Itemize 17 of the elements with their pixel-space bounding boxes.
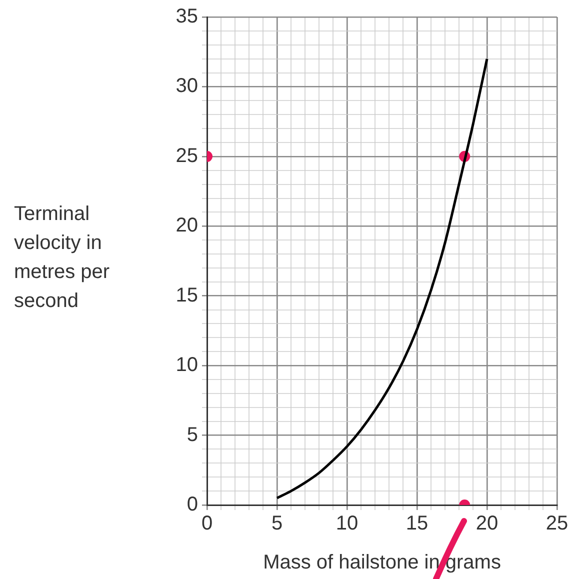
y-tick-label: 20 [176, 214, 198, 237]
x-tick-label: 25 [546, 512, 568, 535]
y-tick-label: 30 [176, 75, 198, 98]
x-tick-label: 10 [336, 512, 358, 535]
x-tick-label: 15 [406, 512, 428, 535]
y-tick-label: 0 [186, 494, 198, 516]
x-tick-label: 0 [201, 512, 213, 535]
y-tick-label: 5 [186, 424, 198, 446]
y-tick-label: 15 [176, 284, 198, 306]
y-tick-label: 35 [176, 6, 198, 28]
y-tick-label: 25 [176, 144, 198, 167]
y-tick-label: 10 [176, 354, 198, 376]
x-tick-label: 5 [271, 512, 283, 535]
y-axis-title: Terminal velocity in metres per second [14, 202, 111, 314]
line-series [276, 58, 488, 500]
x-tick-label: 20 [476, 512, 498, 535]
x-axis-title: Mass of hailstone in grams [263, 552, 501, 574]
